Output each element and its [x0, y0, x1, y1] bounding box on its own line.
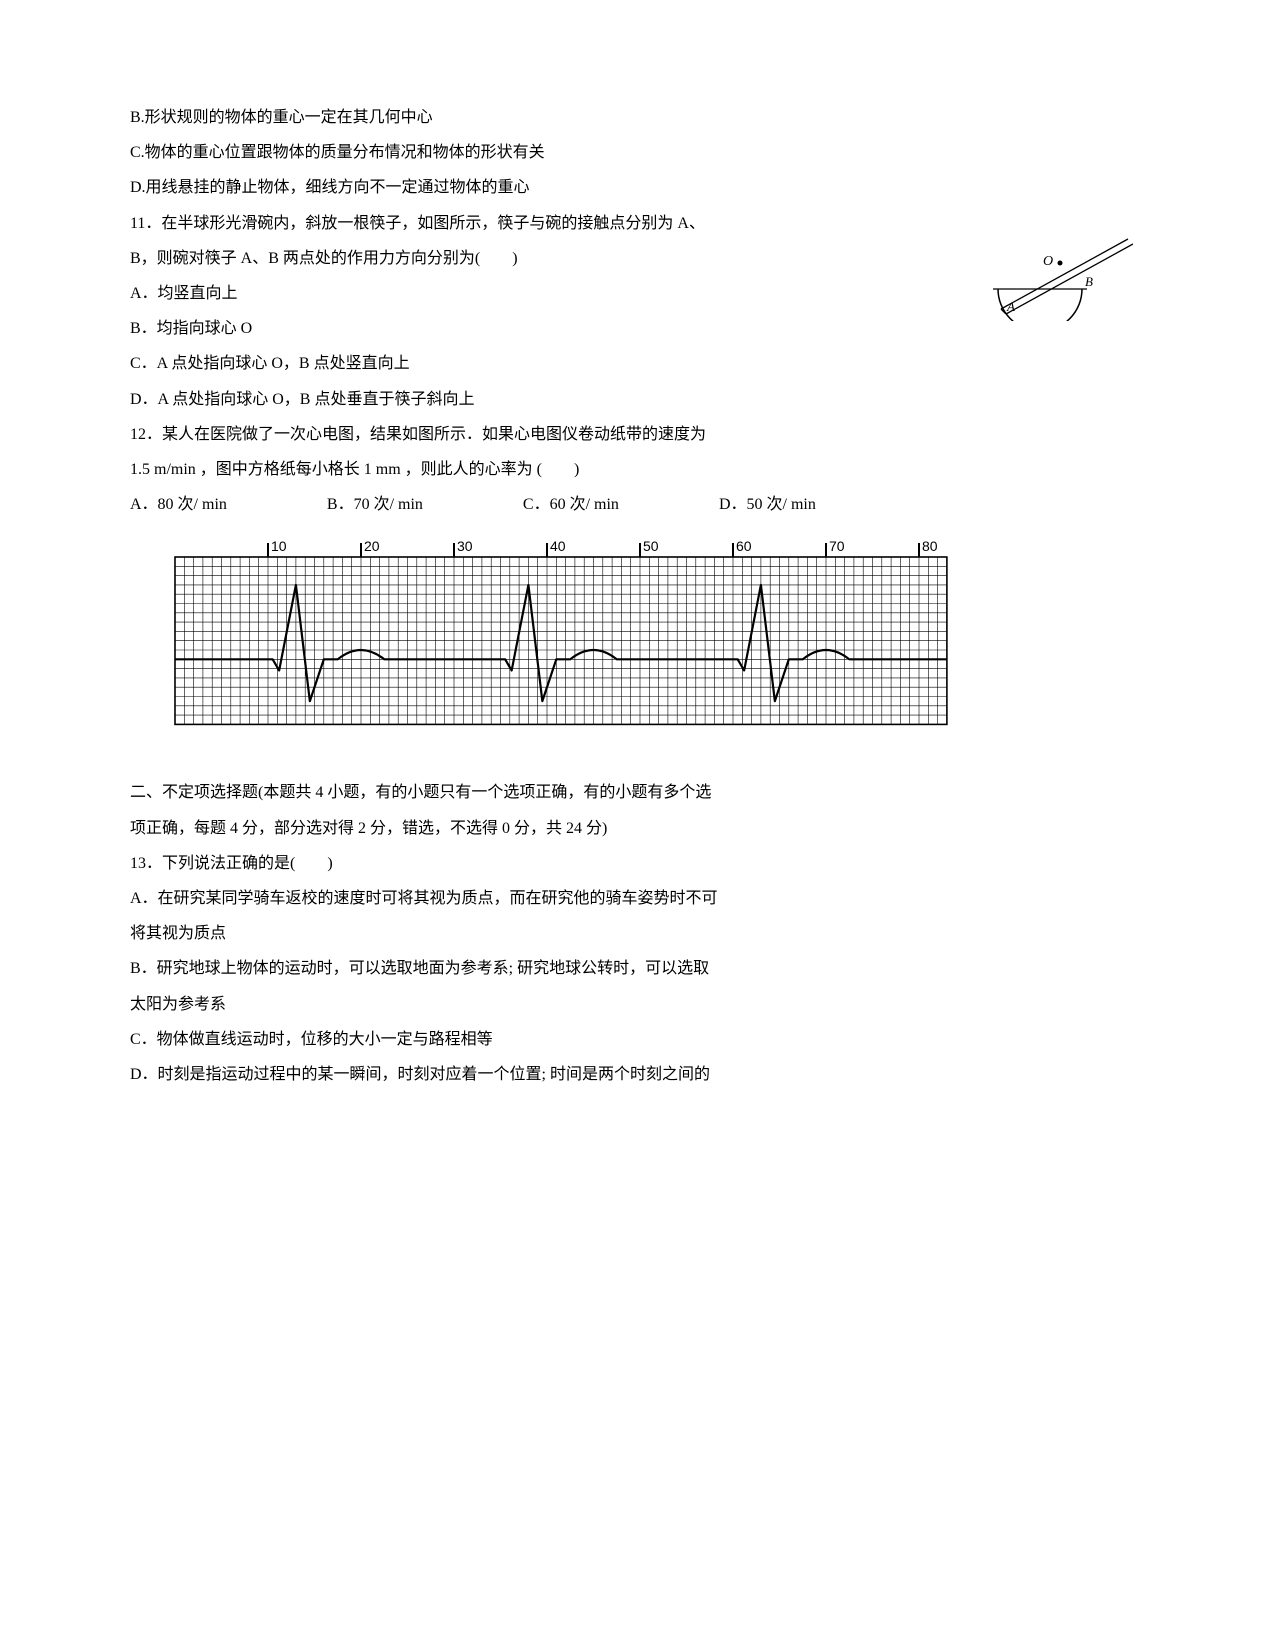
label-o: O [1043, 254, 1053, 269]
q13-option-d: D．时刻是指运动过程中的某一瞬间，时刻对应着一个位置; 时间是两个时刻之间的 [130, 1057, 1143, 1092]
q12-option-d: D．50 次/ min [719, 487, 816, 522]
q12-option-c: C．60 次/ min [523, 487, 619, 522]
center-o-dot [1058, 260, 1063, 265]
q10-option-c: C.物体的重心位置跟物体的质量分布情况和物体的形状有关 [130, 135, 1143, 170]
svg-text:70: 70 [829, 538, 845, 554]
q11-option-d: D．A 点处指向球心 O，B 点处垂直于筷子斜向上 [130, 382, 1143, 417]
section2-heading-line2: 项正确，每题 4 分，部分选对得 2 分，错选，不选得 0 分，共 24 分) [130, 811, 1143, 846]
svg-text:80: 80 [922, 538, 938, 554]
svg-text:40: 40 [550, 538, 566, 554]
q13-option-b-line2: 太阳为参考系 [130, 987, 1143, 1022]
q13-option-c: C．物体做直线运动时，位移的大小一定与路程相等 [130, 1022, 1143, 1057]
chopstick-line1 [1001, 239, 1128, 309]
svg-text:10: 10 [271, 538, 287, 554]
svg-text:60: 60 [736, 538, 752, 554]
q13-stem: 13．下列说法正确的是( ) [130, 846, 1143, 881]
q12-ecg-figure: 10 20 30 40 50 60 70 80 [145, 532, 1143, 755]
svg-text:50: 50 [643, 538, 659, 554]
q13-option-b-line1: B．研究地球上物体的运动时，可以选取地面为参考系; 研究地球公转时，可以选取 [130, 951, 1143, 986]
ecg-chart: 10 20 30 40 50 60 70 80 [145, 532, 965, 742]
section2-heading-line1: 二、不定项选择题(本题共 4 小题，有的小题只有一个选项正确，有的小题有多个选 [130, 775, 1143, 810]
q12-stem-line1: 12．某人在医院做了一次心电图，结果如图所示．如果心电图仪卷动纸带的速度为 [130, 417, 1143, 452]
q13-option-a-line2: 将其视为质点 [130, 916, 1143, 951]
label-b: B [1085, 274, 1093, 289]
svg-text:20: 20 [364, 538, 380, 554]
q12-option-a: A．80 次/ min [130, 487, 227, 522]
svg-text:30: 30 [457, 538, 473, 554]
q12-stem-line2: 1.5 m/min ，图中方格纸每小格长 1 mm ，则此人的心率为 ( ) [130, 452, 1143, 487]
q10-option-b: B.形状规则的物体的重心一定在其几何中心 [130, 100, 1143, 135]
label-a: A [1006, 299, 1015, 314]
q11-figure: O A B [983, 231, 1133, 334]
q13-option-a-line1: A．在研究某同学骑车返校的速度时可将其视为质点，而在研究他的骑车姿势时不可 [130, 881, 1143, 916]
q11-option-c: C．A 点处指向球心 O，B 点处竖直向上 [130, 346, 1143, 381]
q10-option-d: D.用线悬挂的静止物体，细线方向不一定通过物体的重心 [130, 170, 1143, 205]
chopstick-line2 [1006, 244, 1133, 314]
q12-option-b: B．70 次/ min [327, 487, 423, 522]
bowl-chopstick-diagram: O A B [983, 231, 1133, 321]
